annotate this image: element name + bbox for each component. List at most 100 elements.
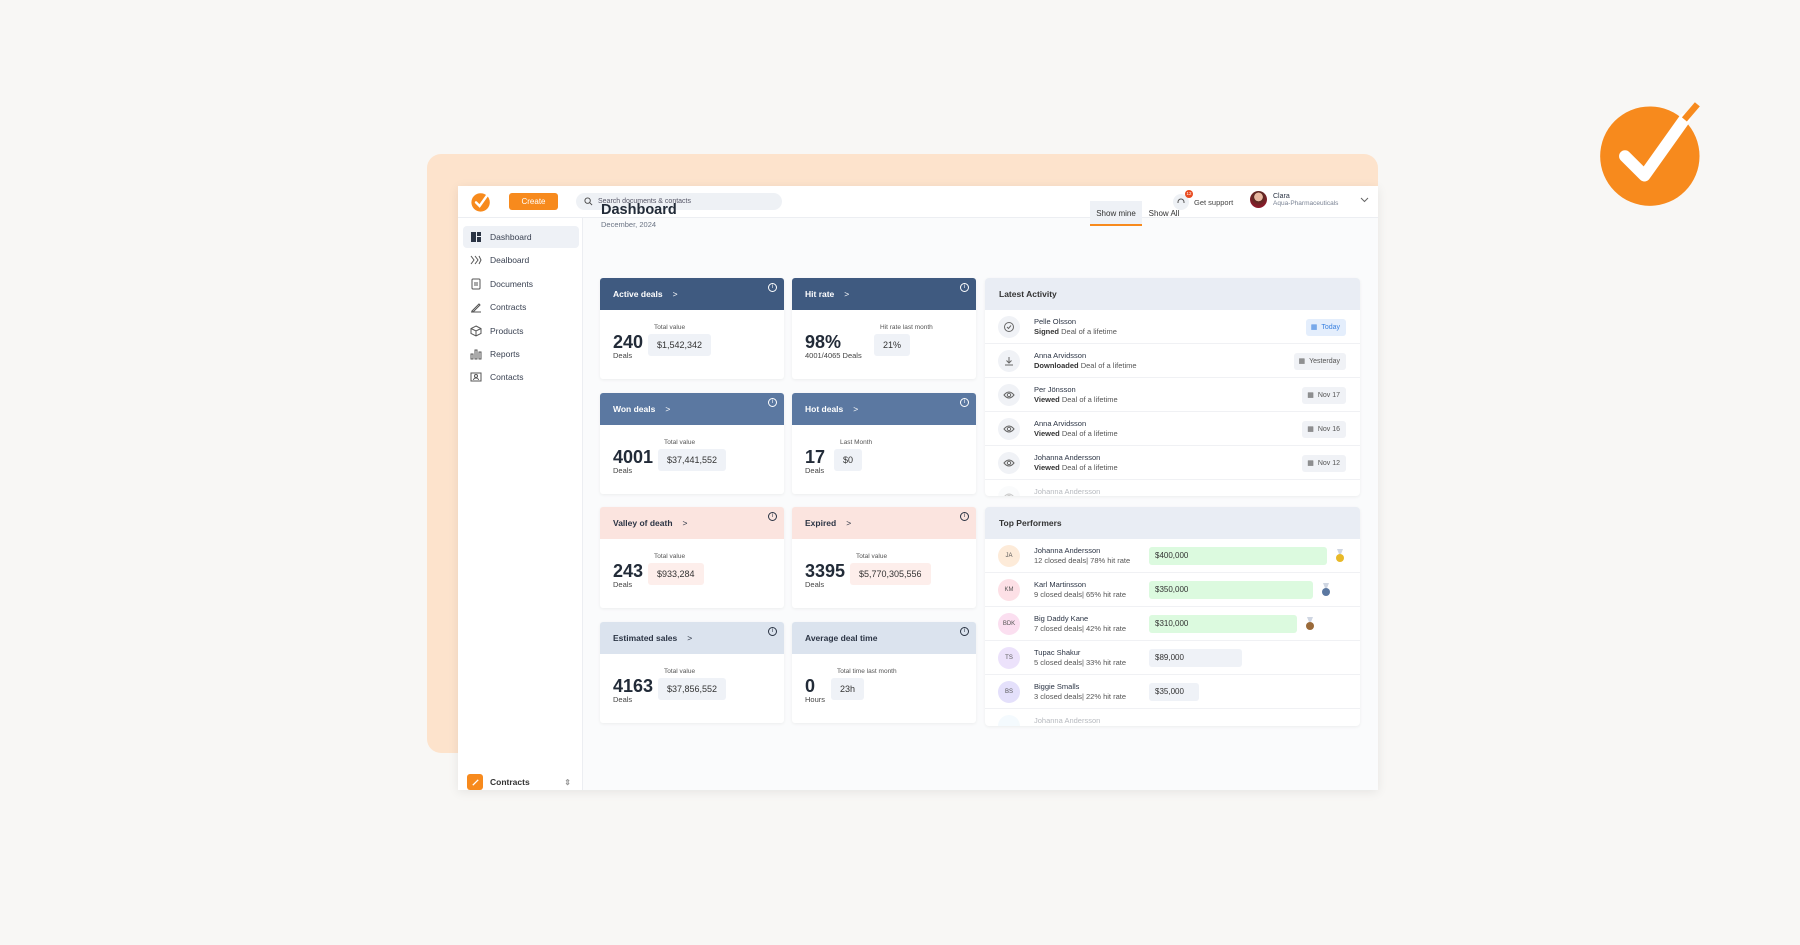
stat-card[interactable]: Estimated sales > i 4163 Deals Total value $37… (600, 622, 784, 723)
pen-icon (467, 774, 483, 790)
card-sub-value: 23h (831, 678, 865, 700)
avatar (1250, 191, 1267, 208)
activity-object: Deal of a lifetime (1061, 429, 1118, 438)
performer-name: Johanna Andersson (1034, 716, 1101, 725)
activity-item[interactable]: Per Jönsson Viewed Deal of a lifetime ▦ Nov… (985, 378, 1360, 412)
card-unit: Deals (613, 695, 633, 704)
user-menu[interactable]: Clara Aqua-Pharmaceuticals (1250, 191, 1338, 208)
get-support-button[interactable]: 12 Get support (1173, 190, 1234, 211)
info-icon[interactable]: i (768, 283, 777, 292)
stat-card[interactable]: Active deals > i 240 Deals Total value $1,542,… (600, 278, 784, 379)
stat-card[interactable]: Average deal time i 0 Hours Total time last … (792, 622, 976, 723)
info-icon[interactable]: i (768, 512, 777, 521)
show-all-tab[interactable]: Show All (1148, 209, 1180, 218)
performer-item[interactable]: Johanna Andersson (985, 709, 1360, 726)
activity-item[interactable]: Anna Arvidsson Viewed Deal of a lifetime ▦… (985, 412, 1360, 446)
app-logo-icon[interactable] (471, 192, 491, 212)
app-window: Create Search documents & contacts 12 Get… (458, 186, 1378, 790)
performer-stats: 5 closed deals| 33% hit rate (1034, 658, 1127, 667)
activity-action: Viewed (1034, 429, 1060, 438)
performer-item[interactable]: KM Karl Martinsson 9 closed deals| 65% hit… (985, 573, 1360, 607)
info-icon[interactable]: i (960, 627, 969, 636)
calendar-icon: ▦ (1307, 426, 1314, 433)
info-icon[interactable]: i (960, 512, 969, 521)
activity-name: Per Jönsson (1034, 385, 1076, 394)
info-icon[interactable]: i (960, 283, 969, 292)
pen-icon (471, 303, 481, 313)
activity-item[interactable]: Anna Arvidsson Downloaded Deal of a lifet… (985, 344, 1360, 378)
sidebar-item-products[interactable]: Products (463, 320, 579, 342)
show-mine-tab[interactable]: Show mine (1090, 201, 1142, 226)
performer-stats: 7 closed deals| 42% hit rate (1034, 624, 1127, 633)
performer-item[interactable]: JA Johanna Andersson 12 closed deals| 78% … (985, 539, 1360, 573)
stat-card[interactable]: Won deals > i 4001 Deals Total value $37,441,5… (600, 393, 784, 494)
stat-card[interactable]: Hit rate > i 98% 4001/4065 Deals Hit rate las… (792, 278, 976, 379)
search-icon (584, 197, 593, 206)
card-sub-label: Total value (664, 439, 696, 446)
card-unit: Deals (613, 466, 633, 475)
sidebar-item-reports[interactable]: Reports (463, 343, 579, 365)
card-header[interactable]: Hot deals > i (792, 393, 976, 425)
sidebar-item-dealboard[interactable]: Dealboard (463, 249, 579, 271)
contact-card-icon (470, 372, 482, 382)
performer-name: Big Daddy Kane (1034, 614, 1089, 623)
revenue-bar: $310,000 (1149, 615, 1297, 633)
avatar: BDK (998, 613, 1020, 635)
chevron-right-icon: > (672, 289, 678, 299)
activity-action: Viewed (1034, 395, 1060, 404)
sidebar: Dashboard Dealboard Documents Contracts Prod… (458, 218, 583, 790)
activity-item[interactable]: Johanna Andersson Viewed Deal of a lifeti… (985, 446, 1360, 480)
support-label: Get support (1194, 197, 1234, 207)
sidebar-item-label: Contacts (490, 372, 524, 383)
top-performers-panel: Top Performers JA Johanna Andersson 12 clo… (985, 507, 1360, 726)
info-icon[interactable]: i (768, 627, 777, 636)
activity-name: Anna Arvidsson (1034, 419, 1087, 428)
latest-activity-panel: Latest Activity Pelle Olsson Signed Deal … (985, 278, 1360, 496)
card-header[interactable]: Won deals > i (600, 393, 784, 425)
revenue-bar: $35,000 (1149, 683, 1199, 701)
workspace-switcher[interactable]: Contracts ⇕ (463, 771, 577, 793)
search-input[interactable]: Search documents & contacts (576, 193, 782, 210)
create-button[interactable]: Create (509, 193, 558, 210)
date-badge: ▦ Yesterday (1293, 353, 1346, 370)
activity-item[interactable]: Johanna Andersson (985, 480, 1360, 496)
date-badge: ▦ Nov 16 (1302, 421, 1346, 438)
stat-card[interactable]: Expired > i 3395 Deals Total value $5,770,305,… (792, 507, 976, 608)
sidebar-item-contacts[interactable]: Contacts (463, 366, 579, 388)
revenue-bar: $400,000 (1149, 547, 1327, 565)
card-header[interactable]: Average deal time i (792, 622, 976, 654)
date-label: Nov 17 (1317, 392, 1340, 399)
sidebar-item-dashboard[interactable]: Dashboard (463, 226, 579, 248)
info-icon[interactable]: i (768, 398, 777, 407)
card-header[interactable]: Valley of death > i (600, 507, 784, 539)
activity-item[interactable]: Pelle Olsson Signed Deal of a lifetime ▦ To… (985, 310, 1360, 344)
performer-item[interactable]: TS Tupac Shakur 5 closed deals| 33% hit ra… (985, 641, 1360, 675)
panel-title: Top Performers (985, 507, 1360, 539)
sidebar-item-contracts[interactable]: Contracts (463, 296, 579, 318)
stat-card[interactable]: Valley of death > i 243 Deals Total value $933… (600, 507, 784, 608)
performer-name: Johanna Andersson (1034, 546, 1101, 555)
card-title: Expired (805, 518, 837, 528)
activity-object: Deal of a lifetime (1061, 463, 1118, 472)
performer-name: Tupac Shakur (1034, 648, 1081, 657)
activity-action: Viewed (1034, 463, 1060, 472)
card-header[interactable]: Hit rate > i (792, 278, 976, 310)
stat-card[interactable]: Hot deals > i 17 Deals Last Month $0 (792, 393, 976, 494)
card-header[interactable]: Expired > i (792, 507, 976, 539)
card-sub-value: 21% (874, 334, 911, 356)
performer-item[interactable]: BS Biggie Smalls 3 closed deals| 22% hit r… (985, 675, 1360, 709)
gold-medal-icon (1336, 549, 1344, 562)
date-badge: ▦ Nov 17 (1302, 387, 1346, 404)
card-header[interactable]: Estimated sales > i (600, 622, 784, 654)
info-icon[interactable]: i (960, 398, 969, 407)
card-value: 17 (805, 447, 826, 467)
performer-item[interactable]: BDK Big Daddy Kane 7 closed deals| 42% hit… (985, 607, 1360, 641)
card-unit: Hours (805, 695, 826, 704)
card-header[interactable]: Active deals > i (600, 278, 784, 310)
dealboard-icon (470, 256, 482, 265)
sidebar-item-documents[interactable]: Documents (463, 273, 579, 295)
card-sub-label: Total time last month (837, 668, 897, 675)
chevron-down-icon[interactable] (1360, 197, 1369, 203)
calendar-icon: ▦ (1310, 324, 1318, 331)
sidebar-item-label: Products (490, 325, 524, 336)
